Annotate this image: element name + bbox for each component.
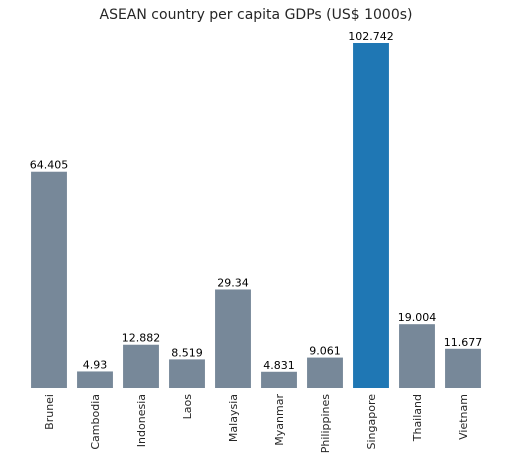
bar-laos	[169, 359, 205, 388]
x-tick-label-singapore: Singapore	[365, 394, 378, 450]
data-label-thailand: 19.004	[398, 311, 437, 324]
data-labels-group: 64.405 4.93 12.882 8.519 29.34 4.831 9.061 102.…	[30, 30, 483, 372]
data-label-laos: 8.519	[171, 346, 203, 359]
x-tick-label-laos: Laos	[181, 394, 194, 420]
x-tick-label-myanmar: Myanmar	[273, 394, 286, 446]
bar-indonesia	[123, 344, 159, 388]
x-tick-label-malaysia: Malaysia	[227, 394, 240, 442]
x-tick-label-indonesia: Indonesia	[135, 394, 148, 447]
data-label-cambodia: 4.93	[83, 358, 108, 371]
data-label-philippines: 9.061	[309, 345, 341, 358]
x-tick-label-philippines: Philippines	[319, 394, 332, 454]
bar-brunei	[31, 171, 67, 388]
x-tick-label-thailand: Thailand	[411, 394, 424, 442]
data-label-myanmar: 4.831	[263, 359, 295, 372]
data-label-indonesia: 12.882	[122, 332, 161, 345]
bar-myanmar	[261, 371, 297, 388]
data-label-malaysia: 29.34	[217, 276, 249, 289]
bar-singapore	[353, 43, 389, 388]
bar-cambodia	[77, 371, 113, 388]
bar-philippines	[307, 357, 343, 388]
x-tick-label-brunei: Brunei	[43, 394, 56, 430]
data-label-singapore: 102.742	[348, 30, 394, 43]
x-tick-labels-group: Brunei Cambodia Indonesia Laos Malaysia Myanm…	[43, 394, 470, 454]
x-tick-label-cambodia: Cambodia	[89, 394, 102, 450]
bar-vietnam	[445, 348, 481, 388]
chart-title: ASEAN country per capita GDPs (US$ 1000s…	[100, 7, 413, 23]
bar-thailand	[399, 324, 435, 388]
x-tick-label-vietnam: Vietnam	[457, 394, 470, 440]
bar-malaysia	[215, 289, 251, 388]
data-label-brunei: 64.405	[30, 159, 69, 172]
bars-group	[31, 43, 481, 388]
data-label-vietnam: 11.677	[444, 336, 483, 349]
